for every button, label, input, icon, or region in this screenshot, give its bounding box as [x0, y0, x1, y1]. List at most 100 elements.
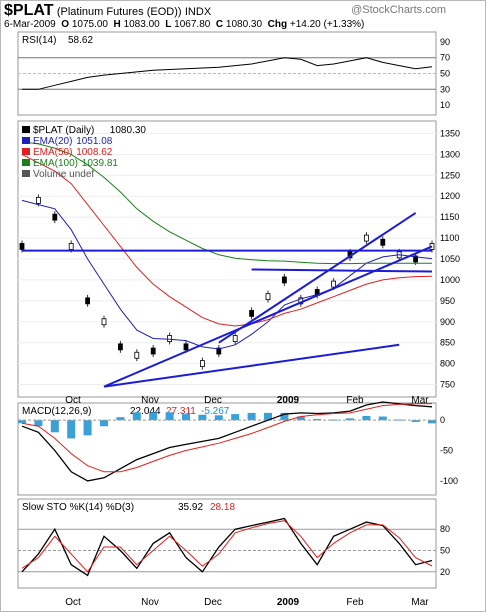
legend-label-1: EMA(20): [33, 136, 72, 147]
x-label-1-0: Nov: [141, 395, 159, 406]
change-value: +14.20 (+1.33%): [289, 19, 365, 30]
price-tick-12: 750: [440, 380, 455, 390]
rsi-label: RSI(14): [22, 35, 56, 46]
legend-label-2: EMA(50): [33, 147, 72, 158]
legend-value-1: 1051.08: [76, 136, 113, 147]
macd-hist-bar-24: [411, 420, 420, 422]
price-tick-0: 1350: [440, 128, 460, 138]
macd-hist-bar-4: [83, 420, 92, 436]
price-tick-8: 950: [440, 296, 455, 306]
ema-line-3: [21, 141, 432, 265]
rsi-tick-2: 50: [440, 69, 450, 79]
macd-tick-1: -50: [440, 446, 453, 456]
trend-line-4: [251, 268, 433, 273]
sto-tick-1: 50: [440, 546, 450, 556]
quote-line: 6-Mar-2009 O 1075.00 H 1083.00 L 1067.80…: [4, 19, 364, 30]
close-value: 1080.30: [225, 19, 263, 30]
price-candle-4: [85, 297, 90, 305]
price-tick-2: 1250: [440, 170, 460, 180]
macd-hist-bar-5: [100, 420, 108, 427]
macd-hist-bar-14: [247, 412, 256, 421]
x-label-5-1: Mar: [411, 597, 429, 608]
watermark: @StockCharts.com: [351, 4, 446, 16]
high-value: 1083.00: [123, 19, 160, 30]
price-candle-14: [249, 309, 255, 317]
price-candle-3: [68, 243, 74, 250]
price-candle-12: [216, 347, 222, 355]
open-value: 1075.00: [71, 19, 108, 30]
macd-hist-bar-10: [182, 414, 190, 421]
rsi-tick-1: 70: [440, 53, 450, 63]
price-candle-10: [183, 343, 189, 351]
rsi-frame: [17, 31, 437, 116]
price-candle-21: [363, 234, 369, 242]
x-label-5-0: Mar: [411, 395, 429, 406]
x-label-2-1: Dec: [204, 597, 222, 608]
macd-hist-bar-15: [264, 412, 272, 421]
macd-hist-bar-21: [362, 415, 371, 421]
x-label-4-1: Feb: [346, 597, 364, 608]
price-candle-16: [281, 276, 287, 284]
price-candle-22: [380, 238, 386, 246]
macd-hist-bar-6: [116, 417, 125, 421]
quote-date: 6-Mar-2009: [4, 19, 56, 30]
price-tick-7: 1000: [440, 275, 460, 285]
macd-tick-2: -100: [440, 476, 458, 486]
macd-hist-bar-12: [214, 415, 223, 421]
macd-hist-bar-22: [378, 416, 387, 421]
high-label: H: [113, 19, 121, 30]
x-label-4-0: Feb: [346, 395, 364, 406]
rsi-tick-0: 90: [440, 37, 450, 47]
sto-tick-0: 80: [440, 524, 450, 534]
trend-line-2: [103, 343, 400, 388]
macd-value-2: 27.311: [166, 406, 196, 417]
price-candle-15: [265, 293, 271, 301]
price-tick-5: 1100: [440, 233, 459, 243]
low-label: L: [165, 19, 172, 30]
symbol-label: $PLAT: [4, 2, 54, 19]
sto-value-2: 28.18: [210, 502, 235, 513]
price-candle-1: [36, 197, 41, 204]
macd-hist-bar-20: [346, 418, 354, 421]
price-tick-4: 1150: [440, 212, 459, 222]
x-label-3-0: 2009: [277, 395, 300, 406]
macd-tick-0: 0: [440, 415, 445, 425]
sto-tick-2: 20: [440, 567, 450, 577]
x-label-1-1: Nov: [141, 597, 159, 608]
price-candle-7: [134, 351, 140, 359]
macd-hist-bar-25: [428, 420, 436, 424]
macd-hist-bar-18: [313, 418, 322, 421]
macd-hist-bar-1: [34, 420, 43, 427]
price-candle-5: [101, 318, 107, 326]
legend-swatch-0: [22, 126, 30, 133]
legend-label-3: EMA(100): [33, 158, 78, 169]
rsi-tick-3: 30: [440, 84, 450, 94]
price-tick-3: 1200: [440, 191, 460, 201]
rsi-line: [22, 57, 433, 90]
trend-line-0: [103, 245, 433, 388]
rsi-value: 58.62: [68, 35, 93, 46]
legend-swatch-4: [22, 170, 30, 177]
macd-line: [21, 401, 433, 482]
exchange-label: INDX: [184, 6, 212, 18]
rsi-panel: RSI(14) 58.62 90 70 50 30 10: [17, 31, 450, 116]
ema-line-2: [21, 153, 433, 327]
price-candle-11: [199, 360, 205, 368]
legend-label-0: $PLAT (Daily): [33, 125, 94, 136]
low-value: 1067.80: [174, 19, 211, 30]
macd-value-1: 22.044: [130, 406, 161, 417]
macd-hist-bar-0: [18, 420, 26, 424]
macd-hist-bar-17: [296, 416, 305, 421]
sto-k-line: [21, 517, 433, 577]
macd-hist-bar-13: [231, 414, 240, 421]
x-label-3-1: 2009: [277, 597, 300, 608]
legend-value-3: 1039.81: [82, 158, 119, 169]
macd-hist-bar-3: [67, 420, 76, 439]
sto-panel: Slow STO %K(14) %D(3) 35.92 28.18 80 50 20: [17, 498, 450, 589]
price-tick-1: 1300: [440, 149, 460, 159]
price-candle-13: [232, 335, 238, 342]
price-panel: 1350 1300 1250 1200 1150 1100 1050 1000 950 900 85…: [17, 120, 460, 398]
legend-value-0: 1080.30: [110, 125, 147, 136]
macd-hist-bar-7: [132, 412, 141, 421]
